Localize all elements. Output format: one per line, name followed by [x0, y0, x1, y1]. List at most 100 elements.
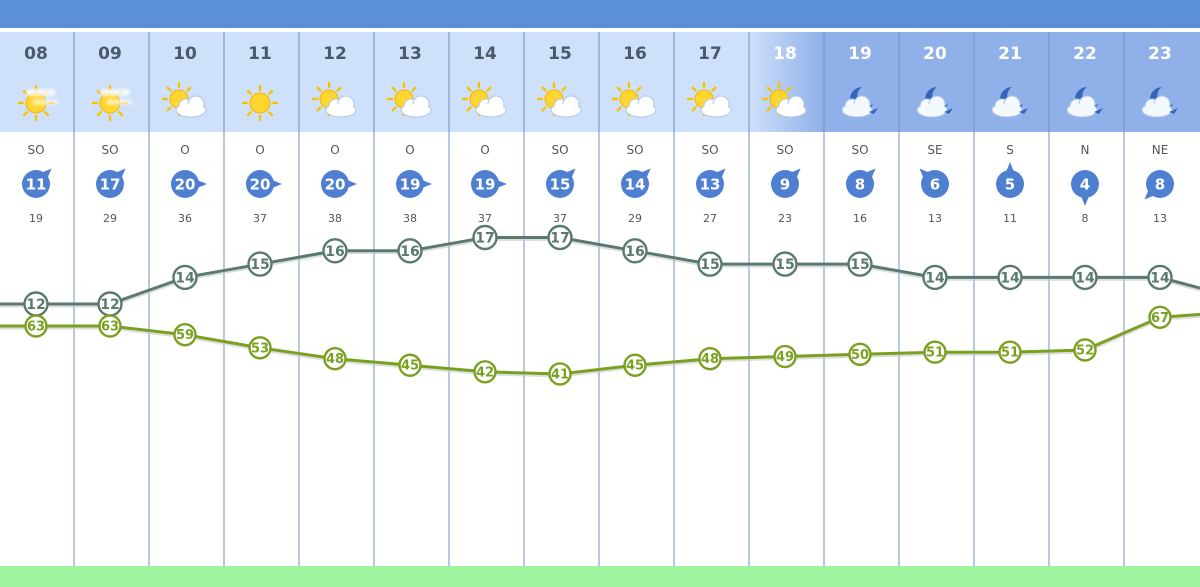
humidity-point: 45 [398, 353, 422, 377]
hour-label: 16 [623, 44, 647, 64]
header-cell-08 [0, 32, 75, 132]
temperature-point: 12 [97, 291, 123, 317]
temperature-point: 16 [622, 238, 648, 264]
temperature-point: 15 [772, 251, 798, 277]
temperature-value: 16 [325, 244, 344, 260]
wind-direction-label: SO [626, 143, 643, 157]
wind-speed-marker: 8 [1144, 170, 1174, 200]
humidity-point: 49 [773, 344, 797, 369]
wind-direction-label: S [1006, 143, 1014, 157]
humidity-point: 45 [623, 353, 647, 377]
wind-gust-label: 13 [928, 212, 942, 225]
temperature-value: 14 [1150, 270, 1170, 286]
wind-speed-marker: 13 [696, 168, 726, 198]
sun-icon [241, 84, 279, 122]
wind-gust-label: 23 [778, 212, 792, 225]
wind-speed-value: 19 [400, 176, 421, 194]
humidity-value: 67 [1151, 311, 1169, 326]
hour-label: 18 [773, 44, 797, 64]
temperature-value: 16 [400, 244, 419, 260]
humidity-value: 63 [101, 320, 119, 335]
top-bar [0, 0, 1200, 28]
temperature-value: 14 [1000, 270, 1020, 286]
wind-direction-label: SO [551, 143, 568, 157]
humidity-value: 41 [551, 367, 569, 382]
humidity-value: 45 [401, 359, 419, 374]
wind-direction-label: SO [776, 143, 793, 157]
humidity-value: 53 [251, 341, 269, 356]
wind-gust-label: 8 [1082, 212, 1089, 225]
temperature-value: 15 [850, 257, 869, 273]
wind-gust-label: 38 [328, 212, 342, 225]
temperature-value: 16 [625, 244, 644, 260]
humidity-value: 48 [701, 352, 719, 367]
wind-direction-label: O [480, 143, 489, 157]
humidity-line-shadow [0, 314, 1200, 378]
temperature-point: 15 [697, 251, 723, 277]
temperature-point: 15 [247, 251, 273, 277]
wind-speed-value: 6 [930, 176, 940, 194]
hour-label: 14 [473, 44, 497, 64]
wind-speed-value: 20 [250, 176, 271, 194]
humidity-value: 51 [1001, 346, 1019, 361]
wind-speed-marker: 20 [321, 170, 357, 198]
forecast-chart: 08 09 10 11 12 13 14 15 16 17 18 19 20 21 22 23 SO1119S… [0, 32, 1200, 566]
header-cell-11 [224, 32, 299, 132]
wind-speed-value: 17 [100, 176, 121, 194]
wind-gust-label: 36 [178, 212, 192, 225]
wind-speed-marker: 9 [771, 168, 801, 198]
wind-gust-label: 37 [553, 212, 567, 225]
moon-cloud-icon [1066, 87, 1103, 118]
hour-label: 21 [998, 44, 1022, 64]
temperature-value: 12 [100, 297, 119, 313]
hour-label: 11 [248, 44, 272, 64]
wind-direction-label: SO [851, 143, 868, 157]
moon-cloud-icon [991, 87, 1028, 118]
sun-cloud-icon [311, 81, 357, 118]
humidity-point: 59 [173, 323, 197, 347]
temperature-point: 14 [922, 264, 948, 291]
wind-gust-label: 16 [853, 212, 867, 225]
humidity-point: 51 [998, 340, 1022, 364]
sun-cloud-icon [611, 81, 657, 118]
sun-cloud-icon [536, 81, 582, 118]
moon-cloud-icon [916, 87, 953, 118]
temperature-point: 14 [997, 264, 1023, 291]
sun-cloud-icon [386, 81, 432, 118]
wind-speed-value: 15 [550, 176, 571, 194]
temperature-point: 16 [397, 238, 423, 264]
hour-label: 10 [173, 44, 197, 64]
humidity-value: 48 [326, 352, 344, 367]
humidity-value: 49 [776, 350, 794, 365]
temperature-value: 14 [925, 270, 945, 286]
wind-speed-marker: 17 [96, 168, 126, 198]
wind-speed-value: 8 [855, 176, 865, 194]
wind-speed-marker: 19 [396, 170, 432, 198]
wind-speed-value: 14 [625, 176, 646, 194]
humidity-value: 59 [176, 328, 194, 343]
humidity-value: 50 [851, 348, 869, 363]
wind-gust-label: 38 [403, 212, 417, 225]
hour-label: 08 [24, 44, 48, 64]
humidity-point: 42 [473, 360, 497, 384]
wind-direction-label: O [405, 143, 414, 157]
moon-cloud-icon [1141, 87, 1178, 118]
humidity-value: 42 [476, 365, 494, 380]
humidity-point: 63 [98, 314, 122, 338]
moon-cloud-icon [841, 87, 878, 118]
temperature-value: 14 [175, 270, 195, 286]
wind-gust-label: 13 [1153, 212, 1167, 225]
wind-gust-label: 19 [29, 212, 43, 225]
humidity-value: 51 [926, 346, 944, 361]
temperature-value: 14 [1075, 270, 1095, 286]
temperature-point: 16 [322, 238, 348, 264]
humidity-value: 45 [626, 359, 644, 374]
humidity-value: 63 [27, 320, 45, 335]
wind-speed-marker: 19 [471, 170, 507, 198]
wind-direction-label: O [330, 143, 339, 157]
wind-speed-value: 11 [26, 176, 47, 194]
humidity-point: 63 [24, 314, 48, 338]
wind-speed-value: 20 [325, 176, 346, 194]
wind-speed-marker: 20 [246, 170, 282, 198]
humidity-point: 52 [1073, 338, 1097, 362]
